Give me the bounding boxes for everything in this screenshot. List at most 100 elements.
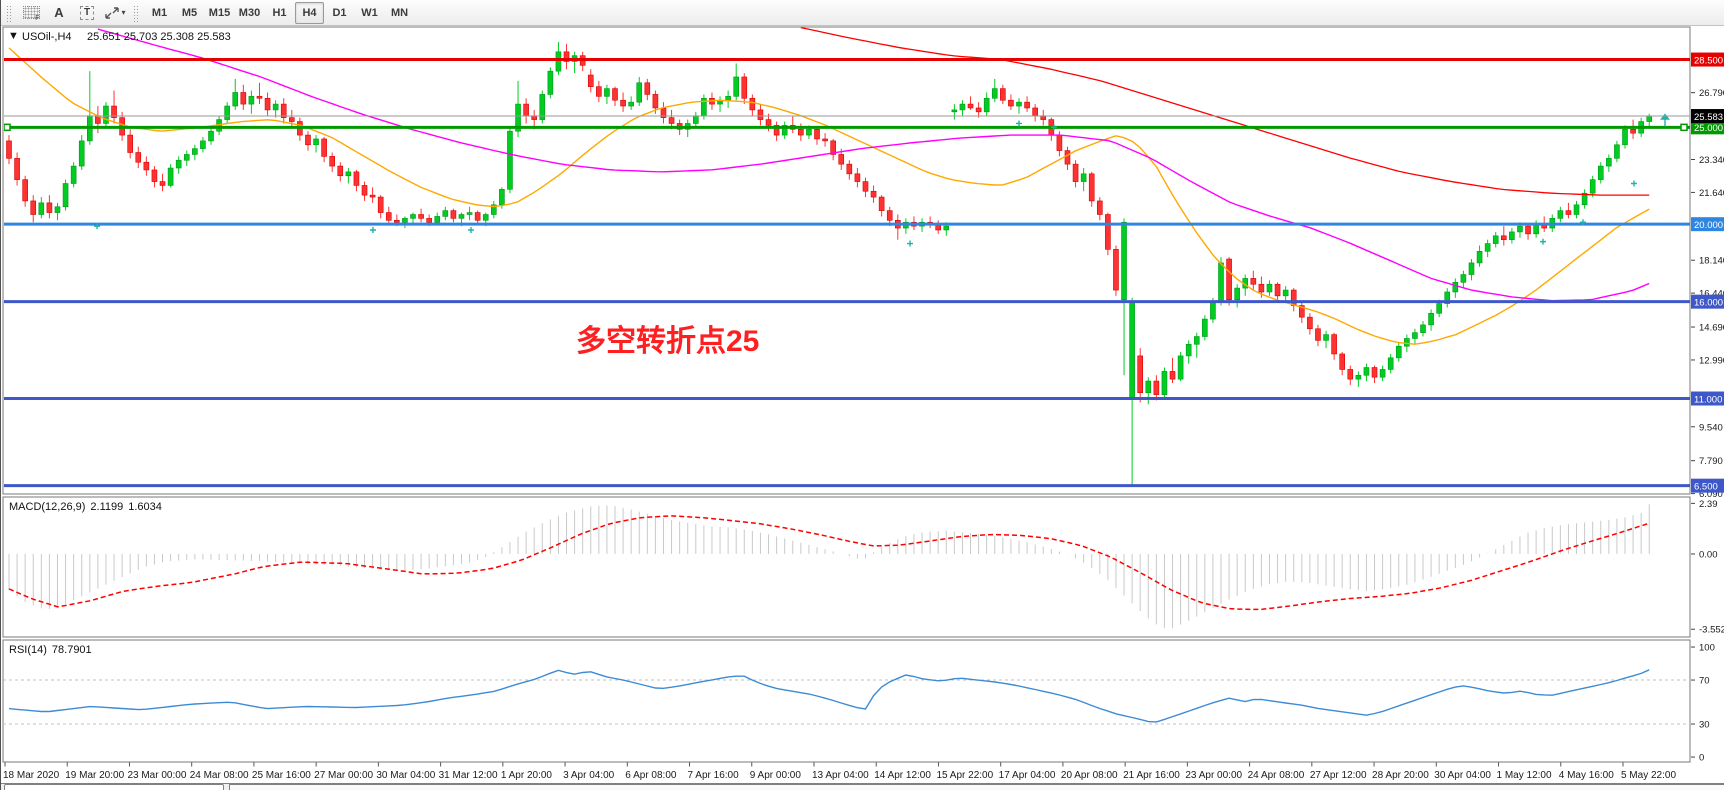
- time-label: 30 Apr 04:00: [1434, 770, 1491, 781]
- time-label: 23 Apr 00:00: [1185, 770, 1242, 781]
- svg-text:21.640: 21.640: [1699, 188, 1724, 199]
- price-badge: 28.500: [1691, 52, 1724, 67]
- timeframe-button-MN[interactable]: MN: [390, 6, 409, 19]
- time-label: 31 Mar 12:00: [439, 770, 498, 781]
- candles: [6, 42, 1653, 486]
- timeframe-button-D1[interactable]: D1: [332, 6, 347, 19]
- svg-text:9.540: 9.540: [1699, 422, 1723, 433]
- svg-text:23.340: 23.340: [1699, 155, 1724, 166]
- time-label: 13 Apr 04:00: [812, 770, 869, 781]
- ma-red-line: [800, 27, 1650, 196]
- timeframe-toolbar: M1 M5 M15 M30 H1 H4 D1 W1 MN: [145, 1, 414, 24]
- toolbar-grip-2[interactable]: [133, 3, 140, 22]
- svg-text:18.140: 18.140: [1699, 256, 1724, 267]
- panel-borders: [2, 26, 1691, 763]
- macd-panel[interactable]: [8, 504, 1650, 629]
- up-arrow-icon: [1660, 113, 1670, 127]
- hline-handle[interactable]: [1680, 123, 1688, 132]
- time-label: 17 Apr 04:00: [999, 770, 1056, 781]
- svg-text:11.000: 11.000: [1694, 394, 1722, 405]
- text-label-button[interactable]: A: [46, 2, 72, 24]
- svg-text:20.000: 20.000: [1694, 220, 1723, 231]
- ma-magenta-line: [97, 28, 1650, 302]
- svg-text:2.39: 2.39: [1699, 499, 1718, 510]
- drawing-arrows-button[interactable]: ▾: [102, 2, 128, 24]
- text-box-icon: T: [79, 5, 95, 20]
- svg-text:16.440: 16.440: [1699, 289, 1724, 300]
- time-label: 18 Mar 2020: [3, 770, 60, 781]
- grid-dots-button[interactable]: F: [18, 2, 44, 24]
- time-axis: 18 Mar 2020 19 Mar 20:00 23 Mar 00:00 24 Ma…: [3, 762, 1676, 781]
- time-label: 6 Apr 08:00: [625, 770, 677, 781]
- time-label: 3 Apr 04:00: [563, 770, 615, 781]
- symbol-title: USOil-,H4: [22, 31, 72, 43]
- main-chart-panel[interactable]: [3, 27, 1690, 488]
- time-label: 23 Mar 00:00: [127, 770, 186, 781]
- price-badge: 11.000: [1691, 391, 1724, 406]
- time-label: 27 Apr 12:00: [1310, 770, 1367, 781]
- macd-indicator-label: MACD(12,26,9) 2.1199 1.6034: [9, 501, 162, 513]
- rsi-indicator-label: RSI(14) 78.7901: [9, 644, 92, 656]
- svg-text:0.00: 0.00: [1699, 549, 1718, 560]
- rsi-panel[interactable]: [3, 669, 1690, 725]
- timeframe-button-M15[interactable]: M15: [208, 6, 231, 19]
- time-label: 25 Mar 16:00: [252, 770, 311, 781]
- svg-text:70: 70: [1699, 676, 1710, 687]
- time-label: 24 Apr 08:00: [1248, 770, 1305, 781]
- timeframe-button-M5[interactable]: M5: [181, 6, 198, 19]
- time-label: 20 Apr 08:00: [1061, 770, 1118, 781]
- time-label: 1 May 12:00: [1497, 770, 1552, 781]
- time-label: 9 Apr 00:00: [750, 770, 802, 781]
- macd-histogram: [8, 504, 1650, 629]
- svg-text:6.500: 6.500: [1694, 481, 1718, 492]
- time-label: 15 Apr 22:00: [936, 770, 993, 781]
- svg-text:28.500: 28.500: [1694, 55, 1723, 66]
- price-badge: 25.000: [1691, 120, 1724, 135]
- time-label: 27 Mar 00:00: [314, 770, 373, 781]
- svg-text:0: 0: [1699, 753, 1704, 764]
- toolbar-grip[interactable]: [6, 3, 13, 22]
- svg-text:30: 30: [1699, 720, 1710, 731]
- price-badge: 20.000: [1691, 217, 1724, 232]
- time-label: 14 Apr 12:00: [874, 770, 931, 781]
- time-label: 24 Mar 08:00: [190, 770, 249, 781]
- text-box-button[interactable]: T: [74, 2, 100, 24]
- rsi-line: [8, 669, 1650, 723]
- timeframe-button-M1[interactable]: M1: [151, 6, 168, 19]
- svg-text:6.090: 6.090: [1699, 489, 1723, 500]
- svg-text:25.583: 25.583: [1694, 112, 1723, 123]
- svg-text:14.690: 14.690: [1699, 323, 1724, 334]
- signal-markers: [94, 113, 1670, 247]
- macd-signal-line: [8, 515, 1650, 611]
- hline-handle[interactable]: [4, 123, 11, 132]
- svg-text:-3.5524: -3.5524: [1699, 625, 1724, 636]
- chart-tab-strip: [1, 783, 1724, 790]
- price-badge: 16.000: [1691, 294, 1724, 309]
- svg-text:7.790: 7.790: [1699, 456, 1723, 467]
- timeframe-button-M30[interactable]: M30: [238, 6, 261, 19]
- svg-text:25.000: 25.000: [1694, 123, 1723, 134]
- chart-annotation-text[interactable]: 多空转折点25: [576, 325, 760, 358]
- chart-tab[interactable]: [4, 784, 224, 790]
- time-label: 28 Apr 20:00: [1372, 770, 1429, 781]
- time-label: 4 May 16:00: [1559, 770, 1614, 781]
- dropdown-caret-icon: ▾: [121, 8, 126, 17]
- svg-text:26.790: 26.790: [1699, 88, 1724, 99]
- svg-text:100: 100: [1699, 643, 1715, 654]
- toolbar: F A T ▾ M1 M5 M15 M30 H1 H4 D1 W1 MN: [1, 0, 1724, 26]
- price-axis: 26.790 23.340 21.640 18.140 16.440 14.690 12.9…: [1691, 52, 1724, 764]
- timeframe-button-H1[interactable]: H1: [272, 6, 287, 19]
- price-badge: 6.500: [1691, 478, 1724, 493]
- time-label: 19 Mar 20:00: [65, 770, 124, 781]
- arrows-icon: [105, 6, 120, 19]
- price-badge: 25.583: [1691, 109, 1724, 124]
- grid-dots-icon: F: [22, 6, 40, 22]
- time-label: 30 Mar 04:00: [376, 770, 435, 781]
- text-label-icon: A: [54, 5, 64, 20]
- symbol-dropdown-icon[interactable]: ▼: [8, 30, 19, 42]
- timeframe-button-W1[interactable]: W1: [361, 6, 378, 19]
- timeframe-button-H4[interactable]: H4: [295, 1, 324, 24]
- tab-rail: [229, 784, 1724, 790]
- ohlc-readout: 25.651 25.703 25.308 25.583: [87, 31, 231, 43]
